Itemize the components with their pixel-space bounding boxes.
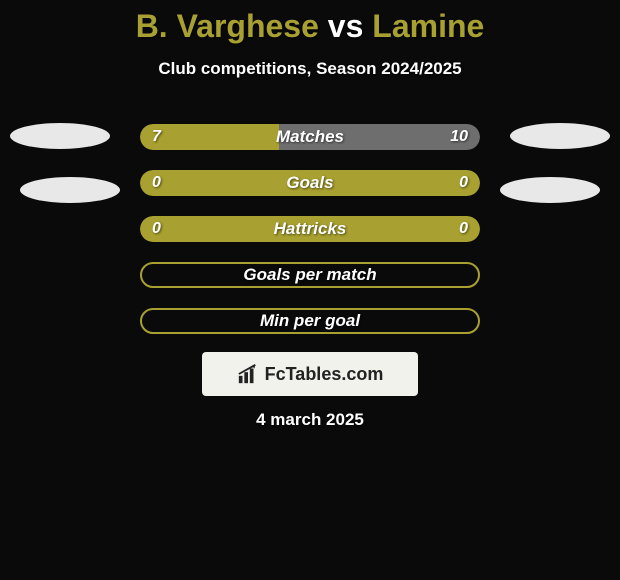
vs-text: vs xyxy=(319,8,372,44)
chart-icon xyxy=(237,363,259,385)
comparison-card: B. Varghese vs Lamine Club competitions,… xyxy=(0,0,620,580)
brand-logo[interactable]: FcTables.com xyxy=(202,352,418,396)
player1-badge-2 xyxy=(20,177,120,203)
page-title: B. Varghese vs Lamine xyxy=(0,0,620,45)
player2-badge-2 xyxy=(500,177,600,203)
bar-label: Hattricks xyxy=(140,219,480,239)
bar-label: Min per goal xyxy=(142,311,478,331)
bar-label: Goals xyxy=(140,173,480,193)
stat-bar-goals-per-match: Goals per match xyxy=(140,262,480,288)
player1-badge-1 xyxy=(10,123,110,149)
date-text: 4 march 2025 xyxy=(0,410,620,430)
bar-label: Goals per match xyxy=(142,265,478,285)
stat-bar-matches: 710Matches xyxy=(140,124,480,150)
player2-name: Lamine xyxy=(372,8,484,44)
stat-bars: 710Matches 00Goals 00Hattricks Goals per ma… xyxy=(140,124,480,354)
brand-text: FcTables.com xyxy=(265,364,384,385)
stat-bar-hattricks: 00Hattricks xyxy=(140,216,480,242)
stat-bar-goals: 00Goals xyxy=(140,170,480,196)
subtitle: Club competitions, Season 2024/2025 xyxy=(0,59,620,79)
player2-badge-1 xyxy=(510,123,610,149)
stat-bar-min-per-goal: Min per goal xyxy=(140,308,480,334)
player1-name: B. Varghese xyxy=(136,8,319,44)
bar-label: Matches xyxy=(140,127,480,147)
